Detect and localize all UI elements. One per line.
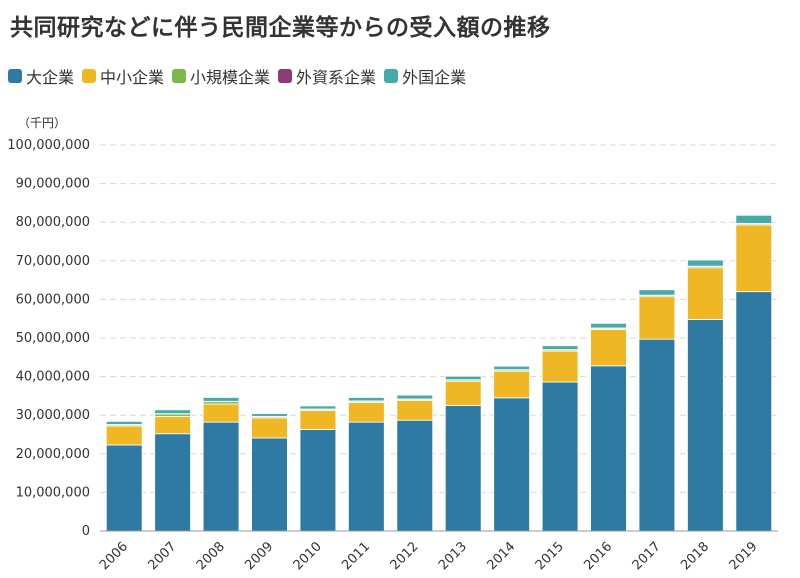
bar-2019-series-0 xyxy=(735,291,773,532)
legend-label-2: 小規模企業 xyxy=(190,68,271,87)
x-tick-label-2016: 2016 xyxy=(581,539,615,573)
x-tick-label-2014: 2014 xyxy=(484,539,518,573)
y-tick-label-0: 0 xyxy=(82,524,90,539)
legend-swatch-0 xyxy=(8,69,22,83)
bar-2015-series-0 xyxy=(541,381,579,532)
bar-2013-series-4 xyxy=(444,375,482,381)
bar-2010-series-0 xyxy=(299,429,337,532)
bar-2017-series-0 xyxy=(638,338,676,532)
y-tick-label-6: 60,000,000 xyxy=(16,292,90,307)
bar-2006-series-1 xyxy=(105,425,143,446)
bar-2010-series-4 xyxy=(299,405,337,410)
bar-2008-series-4 xyxy=(202,397,240,402)
bar-2013-series-1 xyxy=(444,380,482,406)
x-tick-label-2010: 2010 xyxy=(291,539,325,573)
bar-2018-series-1 xyxy=(687,267,724,320)
legend-swatch-3 xyxy=(278,69,293,83)
x-tick-label-2007: 2007 xyxy=(145,539,179,573)
legend-label-3: 外資系企業 xyxy=(296,68,377,87)
bar-2011-series-4 xyxy=(348,397,385,402)
chart-title: 共同研究などに伴う民間企業等からの受入額の推移 xyxy=(10,15,551,41)
legend: 大企業 中小企業 小規模企業 外資系企業 外国企業 xyxy=(8,64,466,88)
bar-2007-series-0 xyxy=(154,433,191,532)
bar-2011-series-0 xyxy=(348,421,385,532)
bar-2010-series-1 xyxy=(299,410,337,430)
y-tick-label-5: 50,000,000 xyxy=(16,331,90,346)
bar-2015-series-1 xyxy=(541,350,579,383)
y-tick-label-7: 70,000,000 xyxy=(16,254,90,269)
bar-2007-series-1 xyxy=(154,415,191,435)
legend-item-4: 外国企業 xyxy=(384,64,466,88)
bar-2012-series-4 xyxy=(396,394,434,400)
y-tick-label-2: 20,000,000 xyxy=(16,447,90,462)
bar-2009-series-4 xyxy=(251,413,288,417)
bar-2009-series-1 xyxy=(251,417,288,439)
bar-2011-series-1 xyxy=(348,402,385,423)
bar-2019-series-4 xyxy=(735,214,773,224)
y-tick-label-8: 80,000,000 xyxy=(16,215,90,230)
legend-swatch-1 xyxy=(82,69,97,83)
x-tick-label-2017: 2017 xyxy=(630,539,664,573)
y-tick-label-3: 30,000,000 xyxy=(16,408,90,423)
legend-swatch-2 xyxy=(172,69,187,83)
bar-2019-series-1 xyxy=(735,224,773,293)
legend-label-4: 外国企業 xyxy=(402,68,467,87)
bar-2006-series-0 xyxy=(105,444,143,532)
x-tick-label-2012: 2012 xyxy=(388,539,422,573)
x-tick-label-2018: 2018 xyxy=(678,539,712,573)
y-tick-label-4: 40,000,000 xyxy=(16,370,90,385)
bar-2008-series-1 xyxy=(202,403,240,423)
bar-2014-series-1 xyxy=(493,370,530,399)
x-tick-label-2008: 2008 xyxy=(194,539,228,573)
y-axis-unit: （千円） xyxy=(18,116,67,130)
bar-2012-series-0 xyxy=(396,419,434,532)
x-tick-label-2006: 2006 xyxy=(97,539,131,573)
legend-item-0: 大企業 xyxy=(8,64,74,88)
y-tick-label-1: 10,000,000 xyxy=(16,485,90,500)
bar-2016-series-4 xyxy=(590,322,627,329)
y-tick-label-10: 100,000,000 xyxy=(7,138,90,153)
x-tick-label-2009: 2009 xyxy=(242,539,276,573)
bar-2017-series-4 xyxy=(638,289,676,296)
bar-2007-series-4 xyxy=(154,409,191,415)
bar-2016-series-0 xyxy=(590,365,627,532)
x-tick-label-2011: 2011 xyxy=(339,539,373,573)
legend-swatch-4 xyxy=(384,69,399,83)
bar-2008-series-0 xyxy=(202,421,240,532)
bar-2009-series-0 xyxy=(251,437,288,532)
bar-2017-series-1 xyxy=(638,296,676,340)
bar-2014-series-4 xyxy=(493,365,530,371)
x-tick-label-2019: 2019 xyxy=(727,539,761,573)
legend-item-1: 中小企業 xyxy=(82,64,164,88)
bar-2016-series-1 xyxy=(590,329,627,367)
bar-2006-series-4 xyxy=(105,420,143,425)
legend-item-3: 外資系企業 xyxy=(278,64,376,88)
legend-item-2: 小規模企業 xyxy=(172,64,270,88)
x-tick-label-2013: 2013 xyxy=(436,539,470,573)
legend-label-1: 中小企業 xyxy=(100,68,165,87)
bar-2013-series-0 xyxy=(444,405,482,532)
y-tick-label-9: 90,000,000 xyxy=(16,177,90,192)
legend-label-0: 大企業 xyxy=(26,68,75,87)
bar-2018-series-0 xyxy=(687,319,724,532)
bar-2015-series-4 xyxy=(541,345,579,350)
bar-2018-series-4 xyxy=(687,259,724,267)
bar-2014-series-0 xyxy=(493,397,530,532)
bar-2012-series-1 xyxy=(396,400,434,421)
x-tick-label-2015: 2015 xyxy=(533,539,567,573)
